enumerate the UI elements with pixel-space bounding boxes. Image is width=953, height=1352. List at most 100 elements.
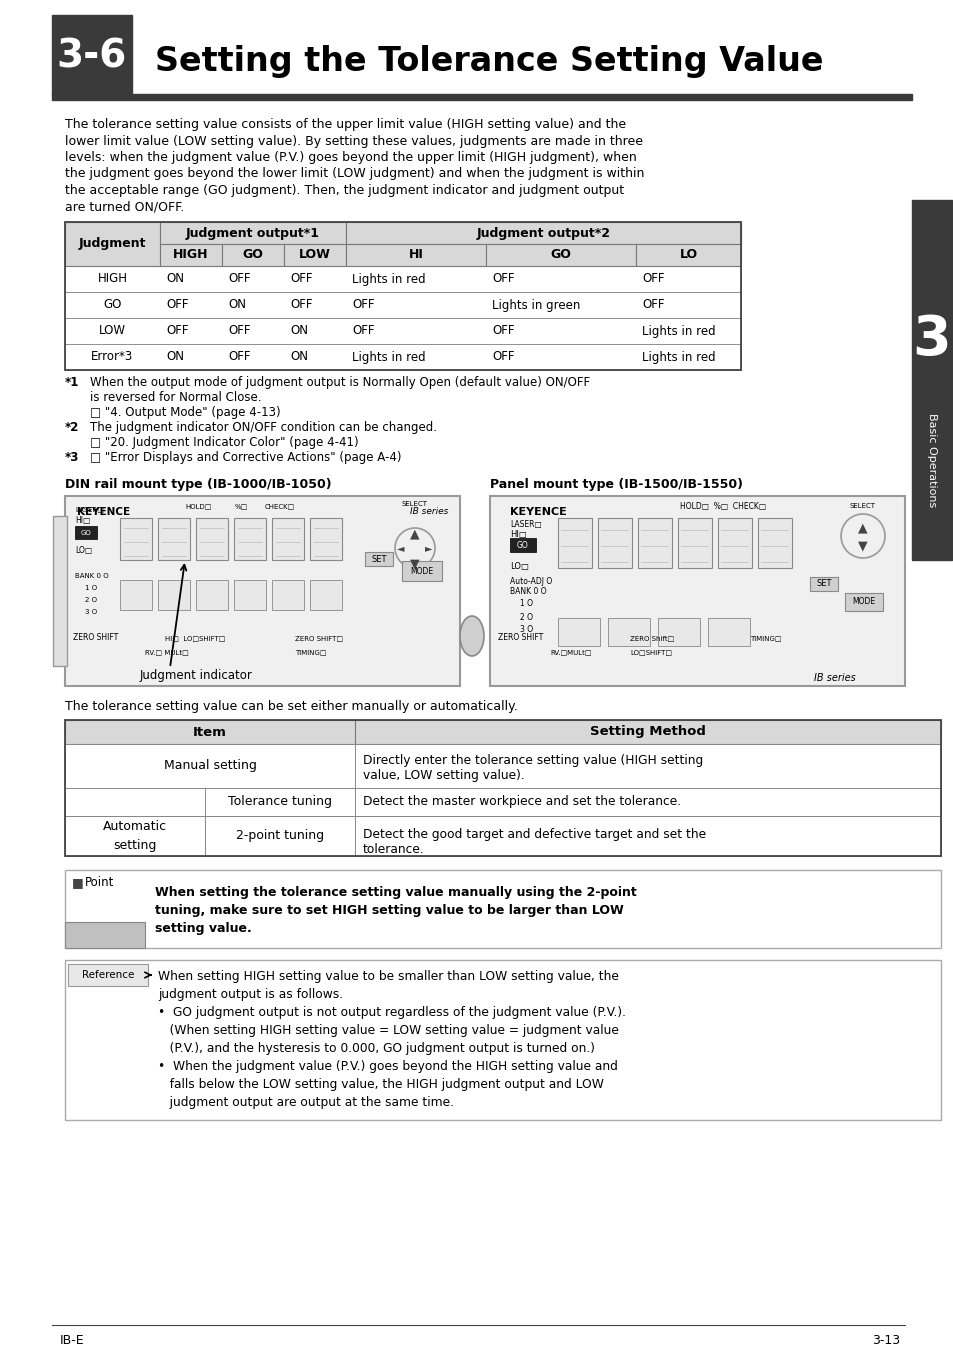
Text: 3 O: 3 O [519, 626, 533, 634]
Bar [718, 518, 751, 568]
Bar [598, 518, 631, 568]
Text: is reversed for Normal Close.: is reversed for Normal Close. [90, 391, 261, 404]
Text: TIMING□: TIMING□ [294, 649, 326, 654]
Text: OFF: OFF [641, 299, 664, 311]
Bar [222, 243, 284, 266]
Bar [310, 580, 341, 610]
Bar [310, 518, 341, 560]
Bar [65, 817, 940, 856]
Text: IB series: IB series [813, 673, 855, 683]
Bar [195, 518, 228, 560]
Text: 1 O: 1 O [85, 585, 97, 591]
Bar [346, 222, 740, 243]
Text: LO: LO [679, 249, 697, 261]
Text: Item: Item [193, 726, 227, 738]
Text: LOW: LOW [99, 324, 126, 338]
Text: judgment output are output at the same time.: judgment output are output at the same t… [158, 1096, 454, 1109]
Text: Judgment output*2: Judgment output*2 [476, 227, 610, 239]
Bar [65, 960, 940, 1119]
Text: *1: *1 [65, 376, 79, 389]
Bar [65, 744, 940, 788]
Text: ON: ON [166, 350, 184, 364]
Text: HI: HI [408, 249, 423, 261]
Text: The judgment indicator ON/OFF condition can be changed.: The judgment indicator ON/OFF condition … [90, 420, 436, 434]
Text: the judgment goes beyond the lower limit (LOW judgment) and when the judgment is: the judgment goes beyond the lower limit… [65, 168, 643, 181]
Text: When setting HIGH setting value to be smaller than LOW setting value, the: When setting HIGH setting value to be sm… [158, 969, 618, 983]
Text: ZERO SHIFT: ZERO SHIFT [73, 634, 118, 642]
Text: ON: ON [290, 350, 308, 364]
Text: (P.V.), and the hysteresis to 0.000, GO judgment output is turned on.): (P.V.), and the hysteresis to 0.000, GO … [158, 1042, 595, 1055]
Bar [65, 318, 740, 343]
Text: Lights in red: Lights in red [641, 350, 715, 364]
Text: Detect the good target and defective target and set the: Detect the good target and defective tar… [363, 827, 705, 841]
Bar [52, 95, 911, 100]
Text: MODE: MODE [410, 566, 433, 576]
Bar [158, 580, 190, 610]
Text: OFF: OFF [492, 273, 514, 285]
Bar [272, 580, 304, 610]
Text: OFF: OFF [228, 350, 251, 364]
Text: ▲: ▲ [410, 527, 419, 541]
Bar [558, 618, 599, 646]
Text: HOLD□: HOLD□ [185, 503, 212, 508]
Text: tolerance.: tolerance. [363, 844, 424, 856]
Bar [65, 721, 940, 856]
Text: IB series: IB series [409, 507, 448, 516]
Text: Setting the Tolerance Setting Value: Setting the Tolerance Setting Value [154, 46, 822, 78]
Bar [758, 518, 791, 568]
Bar [658, 618, 700, 646]
Bar [490, 496, 904, 685]
Text: ON: ON [166, 273, 184, 285]
Text: 3: 3 [912, 314, 950, 366]
Text: 2 O: 2 O [85, 598, 97, 603]
Text: GO: GO [103, 299, 122, 311]
Bar [233, 518, 266, 560]
Text: Judgment indicator: Judgment indicator [140, 669, 253, 683]
Bar [558, 518, 592, 568]
Bar [65, 292, 740, 318]
Bar [160, 222, 346, 243]
Text: LASER□: LASER□ [75, 506, 104, 512]
Text: ZERO Shift□: ZERO Shift□ [629, 635, 674, 641]
Bar [75, 526, 97, 539]
Bar [638, 518, 671, 568]
Text: Auto-ADJ O: Auto-ADJ O [510, 577, 552, 587]
Bar [346, 243, 485, 266]
Bar [120, 580, 152, 610]
Text: HI□  LO□SHIFT□: HI□ LO□SHIFT□ [165, 635, 225, 641]
Bar [678, 518, 711, 568]
Text: Lights in red: Lights in red [352, 350, 425, 364]
Bar [65, 222, 740, 370]
Text: HI□: HI□ [510, 530, 526, 538]
Bar [233, 580, 266, 610]
Bar [911, 200, 951, 560]
Text: Basic Operations: Basic Operations [926, 412, 936, 507]
Text: 2-point tuning: 2-point tuning [235, 830, 324, 842]
Text: setting value.: setting value. [154, 922, 252, 936]
Text: The tolerance setting value can be set either manually or automatically.: The tolerance setting value can be set e… [65, 700, 517, 713]
Text: BANK 0 O: BANK 0 O [75, 573, 109, 579]
Text: OFF: OFF [352, 324, 375, 338]
Bar [809, 577, 837, 591]
Bar [636, 243, 740, 266]
Text: value, LOW setting value).: value, LOW setting value). [363, 769, 524, 781]
Text: 3-13: 3-13 [871, 1333, 899, 1347]
Text: *2: *2 [65, 420, 79, 434]
Text: SELECT: SELECT [401, 502, 428, 507]
Bar [485, 243, 636, 266]
Bar [52, 15, 132, 95]
Text: OFF: OFF [641, 273, 664, 285]
Text: BANK 0 O: BANK 0 O [510, 587, 546, 595]
Bar [607, 618, 649, 646]
Text: ON: ON [228, 299, 246, 311]
Text: 1 O: 1 O [519, 599, 533, 608]
Text: TIMING□: TIMING□ [749, 635, 781, 641]
Bar [844, 594, 882, 611]
Bar [65, 222, 740, 243]
Text: tuning, make sure to set HIGH setting value to be larger than LOW: tuning, make sure to set HIGH setting va… [154, 904, 623, 917]
Text: HIGH: HIGH [173, 249, 209, 261]
Text: ▼: ▼ [858, 539, 867, 553]
Ellipse shape [459, 617, 483, 656]
Text: HI□: HI□ [75, 516, 91, 526]
Text: GO: GO [242, 249, 263, 261]
